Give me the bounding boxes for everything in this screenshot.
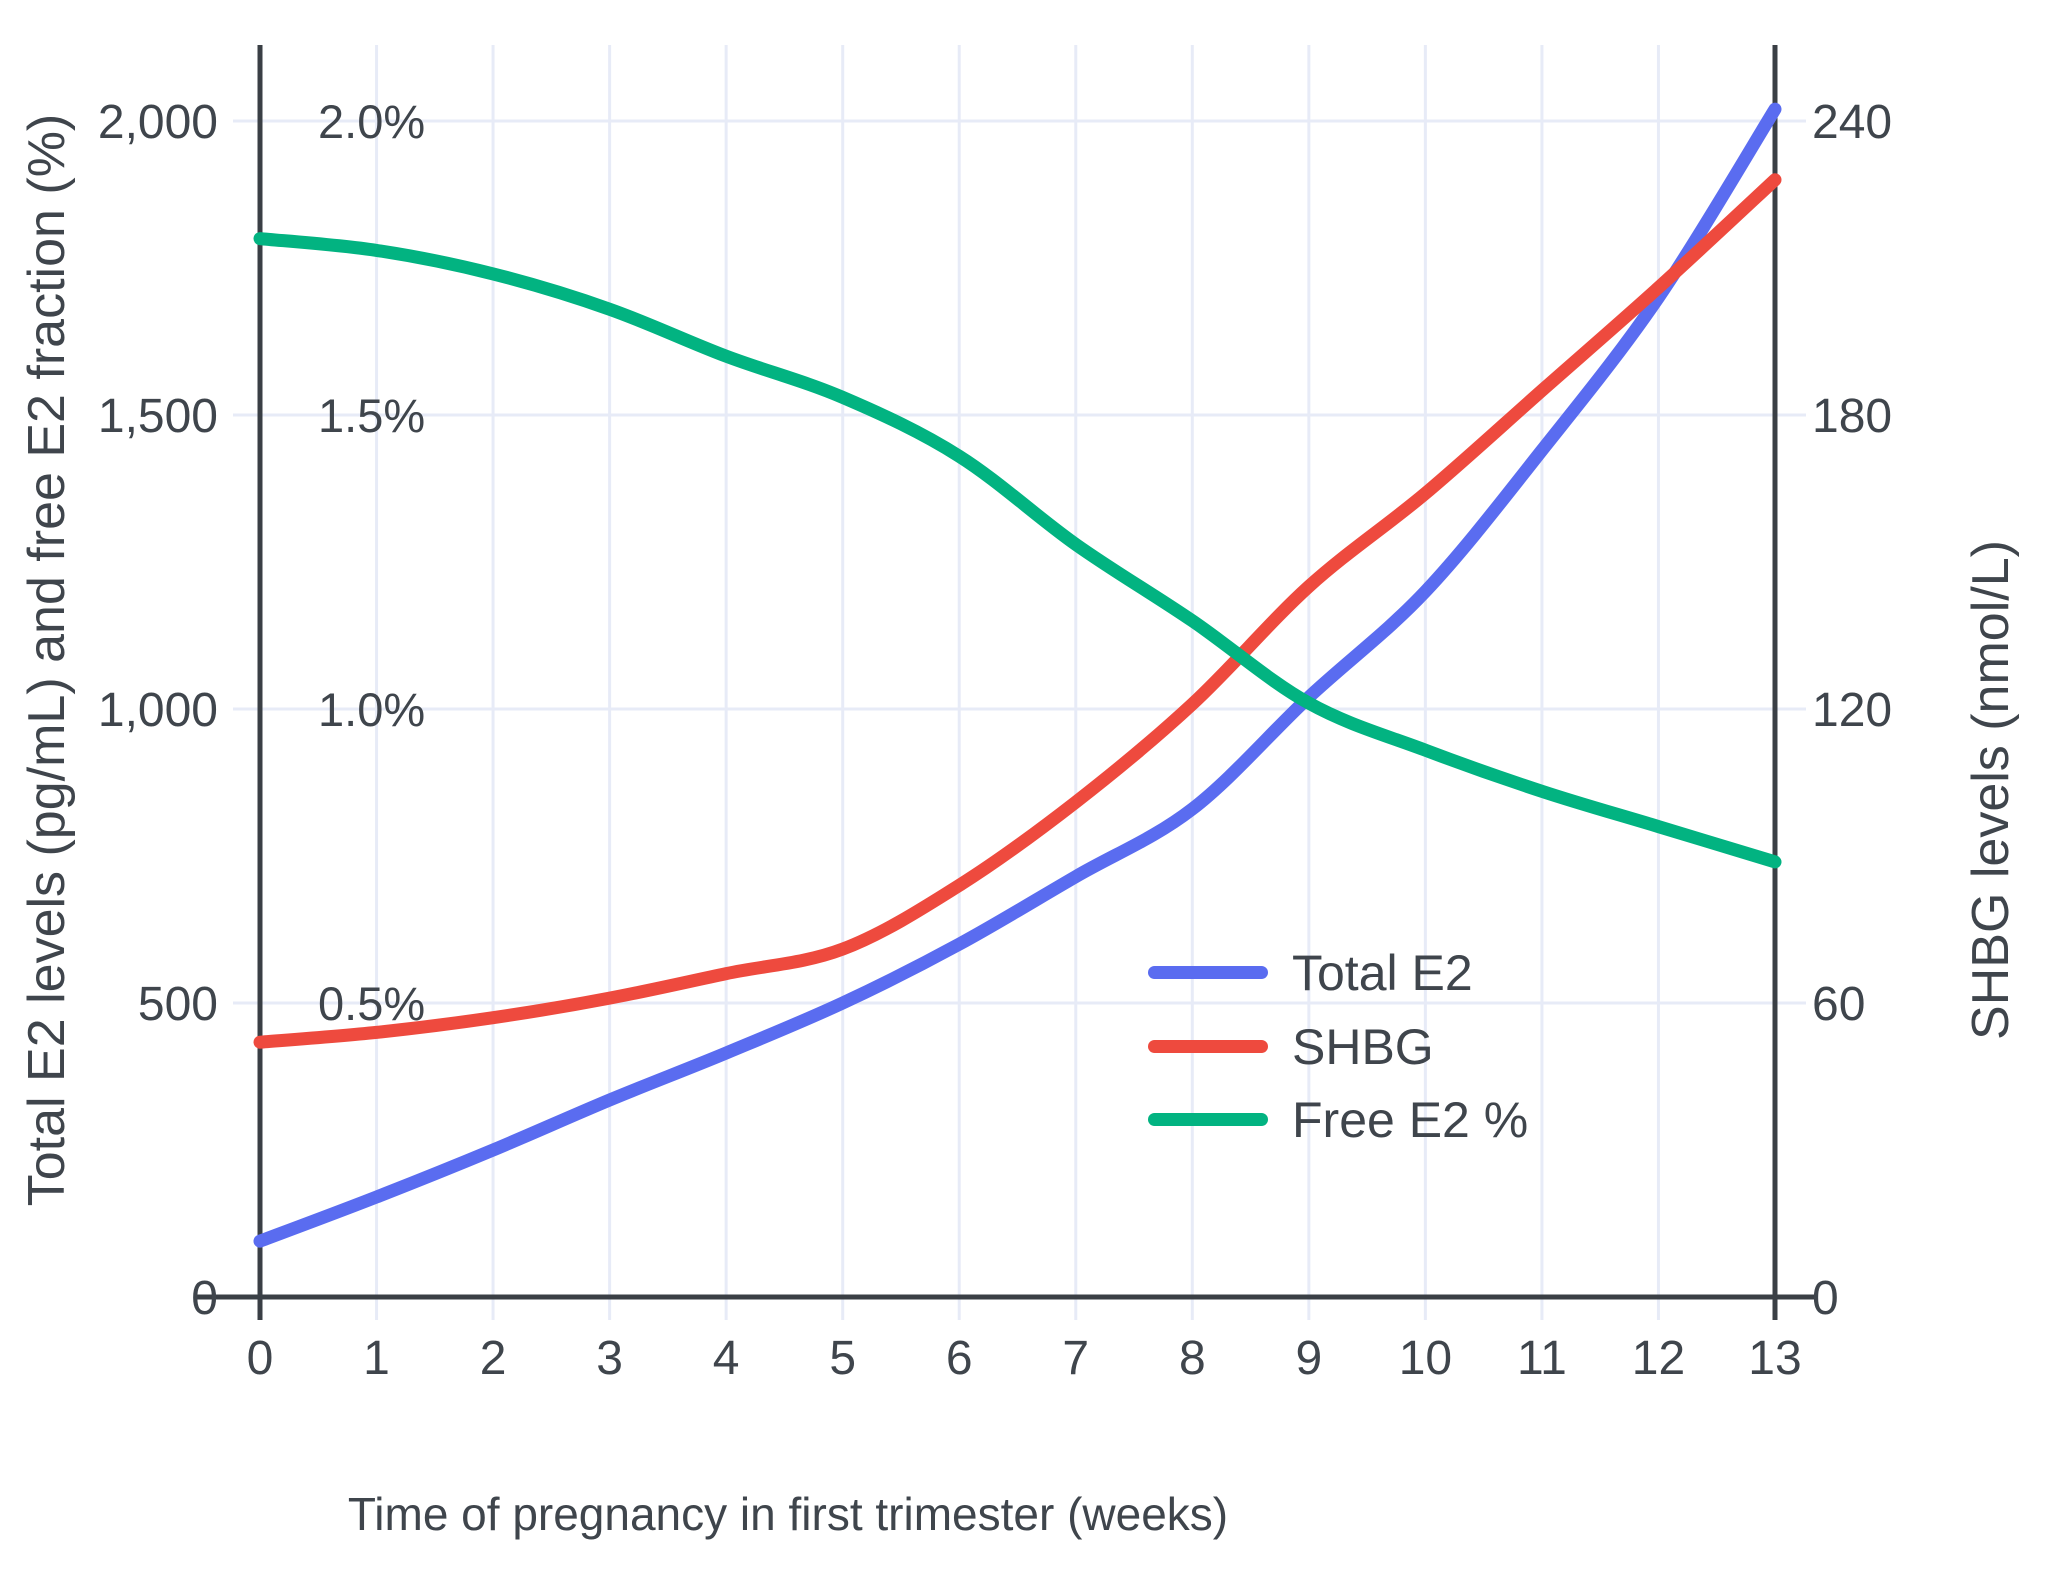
legend-label-shbg: SHBG bbox=[1292, 1019, 1434, 1075]
y-right-tick-label: 60 bbox=[1812, 978, 1865, 1031]
legend-label-total-e2: Total E2 bbox=[1292, 945, 1473, 1001]
y-axis-title-right: SHBG levels (nmol/L) bbox=[1962, 540, 2020, 1040]
series-line-free-e2- bbox=[253, 232, 1782, 869]
y-percent-label: 0.5% bbox=[318, 977, 425, 1030]
y-percent-label: 1.5% bbox=[318, 389, 425, 442]
x-tick-label: 0 bbox=[247, 1332, 274, 1385]
y-left-tick-label: 500 bbox=[138, 978, 218, 1031]
series-line-shbg bbox=[253, 173, 1782, 1049]
x-tick-label: 8 bbox=[1179, 1332, 1206, 1385]
x-tick-label: 11 bbox=[1517, 1332, 1567, 1385]
y-right-tick-label: 0 bbox=[1812, 1272, 1839, 1325]
x-tick-label: 6 bbox=[946, 1332, 973, 1385]
x-tick-label: 9 bbox=[1295, 1332, 1322, 1385]
y-axis-title-left: Total E2 levels (pg/mL) and free E2 frac… bbox=[18, 114, 76, 1206]
plot-layer: 05001,0001,5002,0000.5%1.0%1.5%2.0%06012… bbox=[98, 45, 1892, 1385]
legend-item-total-e2[interactable]: Total E2 bbox=[1148, 945, 1473, 1001]
legend-label-free-e2: Free E2 % bbox=[1292, 1092, 1528, 1148]
legend: Total E2 SHBG Free E2 % bbox=[1148, 945, 1528, 1148]
x-tick-label: 4 bbox=[713, 1332, 740, 1385]
x-tick-label: 1 bbox=[363, 1332, 390, 1385]
x-tick-label: 10 bbox=[1399, 1332, 1452, 1385]
x-tick-label: 7 bbox=[1062, 1332, 1089, 1385]
legend-item-free-e2[interactable]: Free E2 % bbox=[1148, 1092, 1528, 1148]
y-left-tick-label: 1,500 bbox=[98, 390, 218, 443]
y-right-tick-label: 120 bbox=[1812, 684, 1892, 737]
legend-item-shbg[interactable]: SHBG bbox=[1148, 1019, 1434, 1075]
x-tick-label: 2 bbox=[480, 1332, 507, 1385]
x-tick-label: 12 bbox=[1632, 1332, 1685, 1385]
legend-swatch-total-e2 bbox=[1148, 966, 1268, 979]
y-percent-label: 1.0% bbox=[318, 683, 425, 736]
legend-swatch-shbg bbox=[1148, 1040, 1268, 1053]
x-axis-title: Time of pregnancy in first trimester (we… bbox=[348, 1488, 1228, 1540]
y-left-tick-label: 2,000 bbox=[98, 96, 218, 149]
x-tick-label: 13 bbox=[1748, 1332, 1801, 1385]
series-line-total-e2 bbox=[253, 102, 1782, 1248]
y-right-tick-label: 180 bbox=[1812, 390, 1892, 443]
y-percent-label: 2.0% bbox=[318, 95, 425, 148]
legend-swatch-free-e2 bbox=[1148, 1113, 1268, 1126]
x-tick-label: 5 bbox=[829, 1332, 856, 1385]
y-right-tick-label: 240 bbox=[1812, 96, 1892, 149]
y-left-tick-label: 1,000 bbox=[98, 684, 218, 737]
y-left-tick-label: 0 bbox=[191, 1272, 218, 1325]
x-tick-label: 3 bbox=[596, 1332, 623, 1385]
